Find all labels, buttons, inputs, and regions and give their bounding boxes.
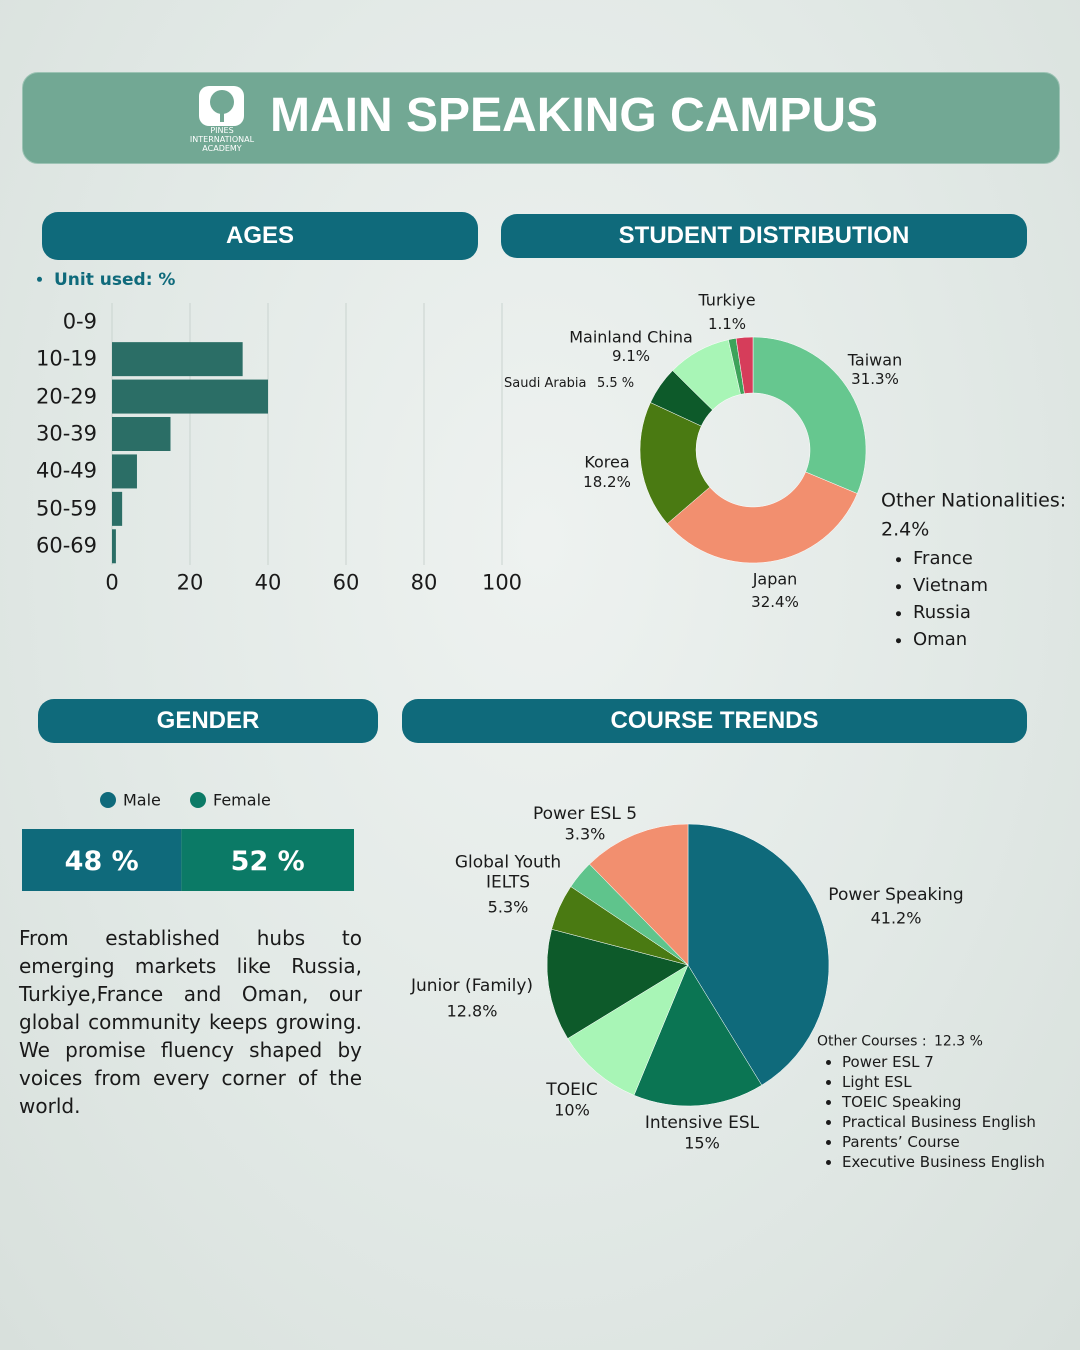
list-item: France (913, 548, 973, 570)
slice-value: 10% (554, 1100, 590, 1120)
bar (112, 379, 268, 414)
x-tick-label: 100 (481, 570, 523, 595)
slice-value: 31.3% (851, 370, 899, 388)
pie-slice (567, 964, 689, 1096)
y-tick-label: 50-59 (35, 496, 97, 521)
pie-slice (633, 964, 763, 1107)
y-tick-label: 40-49 (35, 458, 97, 483)
bar-segment (22, 829, 182, 891)
logo-icon (199, 86, 244, 126)
donut-slice (735, 336, 754, 394)
slice-value: 18.2% (583, 473, 631, 491)
slice-label: Global Youth IELTS (454, 852, 562, 893)
donut-slice (666, 471, 858, 564)
list-item: Practical Business English (842, 1113, 1036, 1131)
list-item: Light ESL (842, 1073, 912, 1091)
bar (112, 454, 137, 489)
bar (112, 342, 243, 377)
legend-dot (190, 792, 206, 808)
slice-label: Junior (Family) (410, 975, 534, 996)
donut-slice (752, 336, 867, 494)
slice-label: Saudi Arabia (504, 376, 587, 392)
slice-value: 12.3 % (934, 1033, 983, 1050)
logo-text: PINES INTERNATIONAL ACADEMY (189, 126, 255, 153)
slice-value: 1.1% (707, 315, 747, 333)
legend-dot (100, 792, 116, 808)
legend-label: Female (213, 790, 271, 810)
y-tick-label: 20-29 (35, 383, 97, 408)
slice-label: Power ESL 5 (532, 803, 638, 824)
section-header: COURSE TRENDS (402, 699, 1027, 743)
list-item: Parents’ Course (842, 1133, 960, 1151)
slice-label: Korea (584, 452, 630, 472)
list-item: Power ESL 7 (842, 1053, 934, 1071)
paragraph: From established hubs to emerging market… (19, 926, 362, 1118)
slice-label: Turkiye (698, 290, 756, 310)
unit-note: Unit used: % (54, 270, 175, 290)
slice-value: 5.3% (487, 897, 529, 917)
slice-value: 9.1% (611, 347, 651, 365)
x-tick-label: 40 (254, 570, 282, 595)
list-item: Oman (913, 629, 967, 651)
slice-label: Power Speaking (828, 884, 964, 905)
bar-value-label: 48 % (64, 845, 139, 877)
list-item: Vietnam (913, 575, 988, 597)
pie-slice (589, 823, 689, 966)
x-tick-label: 80 (410, 570, 438, 595)
section-header: GENDER (38, 699, 378, 743)
bar (112, 491, 123, 526)
x-tick-label: 20 (176, 570, 204, 595)
section-header: AGES (42, 212, 478, 260)
bar-value-label: 52 % (230, 845, 305, 877)
pie-slice (687, 823, 830, 1086)
slice-label: Taiwan (847, 350, 903, 370)
pie-slice (546, 928, 689, 1039)
slice-label: Japan (752, 569, 798, 589)
section-header: STUDENT DISTRIBUTION (501, 214, 1027, 258)
slice-value: 12.8% (446, 1001, 498, 1021)
slice-value: 32.4% (751, 593, 799, 611)
list-item: Executive Business English (842, 1153, 1045, 1171)
slice-label: TOEIC (546, 1079, 598, 1100)
y-tick-label: 30-39 (35, 421, 97, 446)
slice-value: 5.5 % (597, 376, 635, 392)
slice-value: 2.4% (881, 518, 930, 541)
list-item: TOEIC Speaking (842, 1093, 961, 1111)
slice-value: 41.2% (870, 908, 922, 928)
bar (112, 417, 171, 451)
slice-value: 15% (684, 1133, 720, 1153)
bar-segment (181, 829, 354, 891)
slice-value: 3.3% (564, 824, 606, 844)
y-tick-label: 60-69 (35, 533, 97, 558)
legend-label: Male (123, 790, 161, 810)
header-band (22, 72, 1060, 164)
slice-label: Intensive ESL (644, 1112, 760, 1133)
bar (112, 529, 116, 564)
slice-label: Other Nationalities: (881, 489, 1067, 512)
slice-label: Other Courses : (817, 1033, 927, 1050)
slice-label: Mainland China (569, 327, 693, 347)
y-tick-label: 0-9 (62, 309, 97, 334)
x-tick-label: 60 (332, 570, 360, 595)
y-tick-label: 10-19 (35, 346, 97, 371)
x-tick-label: 0 (105, 570, 119, 595)
page-title: MAIN SPEAKING CAMPUS (270, 89, 879, 142)
list-item: Russia (913, 602, 971, 624)
